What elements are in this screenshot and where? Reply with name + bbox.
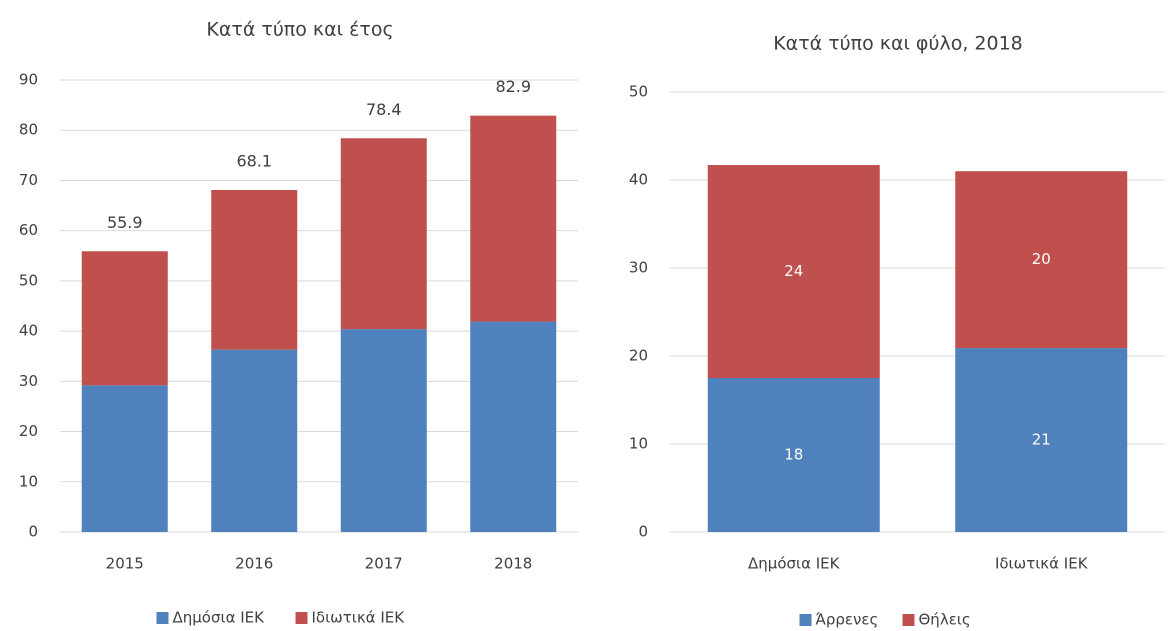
legend-swatch: [799, 614, 812, 626]
y-tick-label: 50: [19, 271, 38, 289]
bar-segment: [707, 378, 880, 532]
legend-label: Θήλεις: [919, 611, 971, 629]
total-label: 78.4: [366, 100, 402, 119]
bar-segment: [340, 329, 427, 532]
bar-segment: [81, 251, 168, 386]
y-tick-label: 60: [19, 221, 38, 239]
y-tick-label: 20: [629, 347, 648, 365]
x-tick-label: 2015: [106, 555, 144, 573]
value-label: 21: [1032, 431, 1051, 449]
value-label: 20: [1032, 250, 1051, 268]
y-tick-label: 30: [629, 259, 648, 277]
y-tick-label: 30: [19, 372, 38, 390]
y-tick-label: 80: [19, 121, 38, 139]
legend-swatch: [156, 612, 169, 624]
bar-segment: [211, 189, 298, 350]
y-tick-label: 40: [629, 171, 648, 189]
x-tick-label: Ιδιωτικά ΙΕΚ: [995, 555, 1089, 573]
bar-segment: [340, 138, 427, 330]
y-tick-label: 90: [19, 71, 38, 89]
bar-segment: [470, 115, 557, 322]
legend-label: Δημόσια ΙΕΚ: [173, 609, 266, 627]
y-tick-label: 70: [19, 171, 38, 189]
bar-segment: [470, 321, 557, 532]
y-tick-label: 0: [638, 523, 648, 541]
value-label: 24: [784, 262, 803, 280]
y-tick-label: 10: [629, 435, 648, 453]
y-tick-label: 40: [19, 322, 38, 340]
legend-swatch: [295, 612, 308, 624]
y-tick-label: 20: [19, 422, 38, 440]
total-label: 55.9: [107, 213, 143, 232]
x-tick-label: 2017: [365, 555, 403, 573]
y-tick-label: 10: [19, 472, 38, 490]
chart-title: Κατά τύπο και έτος: [206, 19, 393, 41]
y-tick-label: 50: [629, 83, 648, 101]
bar-segment: [955, 171, 1128, 349]
value-label: 18: [784, 446, 803, 464]
bar-segment: [707, 165, 880, 378]
bar-segment: [955, 348, 1128, 532]
legend-swatch: [902, 614, 915, 626]
x-tick-label: Δημόσια ΙΕΚ: [748, 555, 841, 573]
legend-label: Ιδιωτικά ΙΕΚ: [312, 609, 406, 627]
y-tick-label: 0: [28, 523, 38, 541]
bar-segment: [211, 349, 298, 532]
bar-segment: [81, 385, 168, 532]
chart-title: Κατά τύπο και φύλο, 2018: [773, 33, 1023, 55]
x-tick-label: 2016: [235, 555, 273, 573]
total-label: 82.9: [495, 77, 531, 96]
total-label: 68.1: [236, 151, 272, 170]
x-tick-label: 2018: [494, 555, 532, 573]
legend-label: Άρρενες: [816, 611, 879, 629]
